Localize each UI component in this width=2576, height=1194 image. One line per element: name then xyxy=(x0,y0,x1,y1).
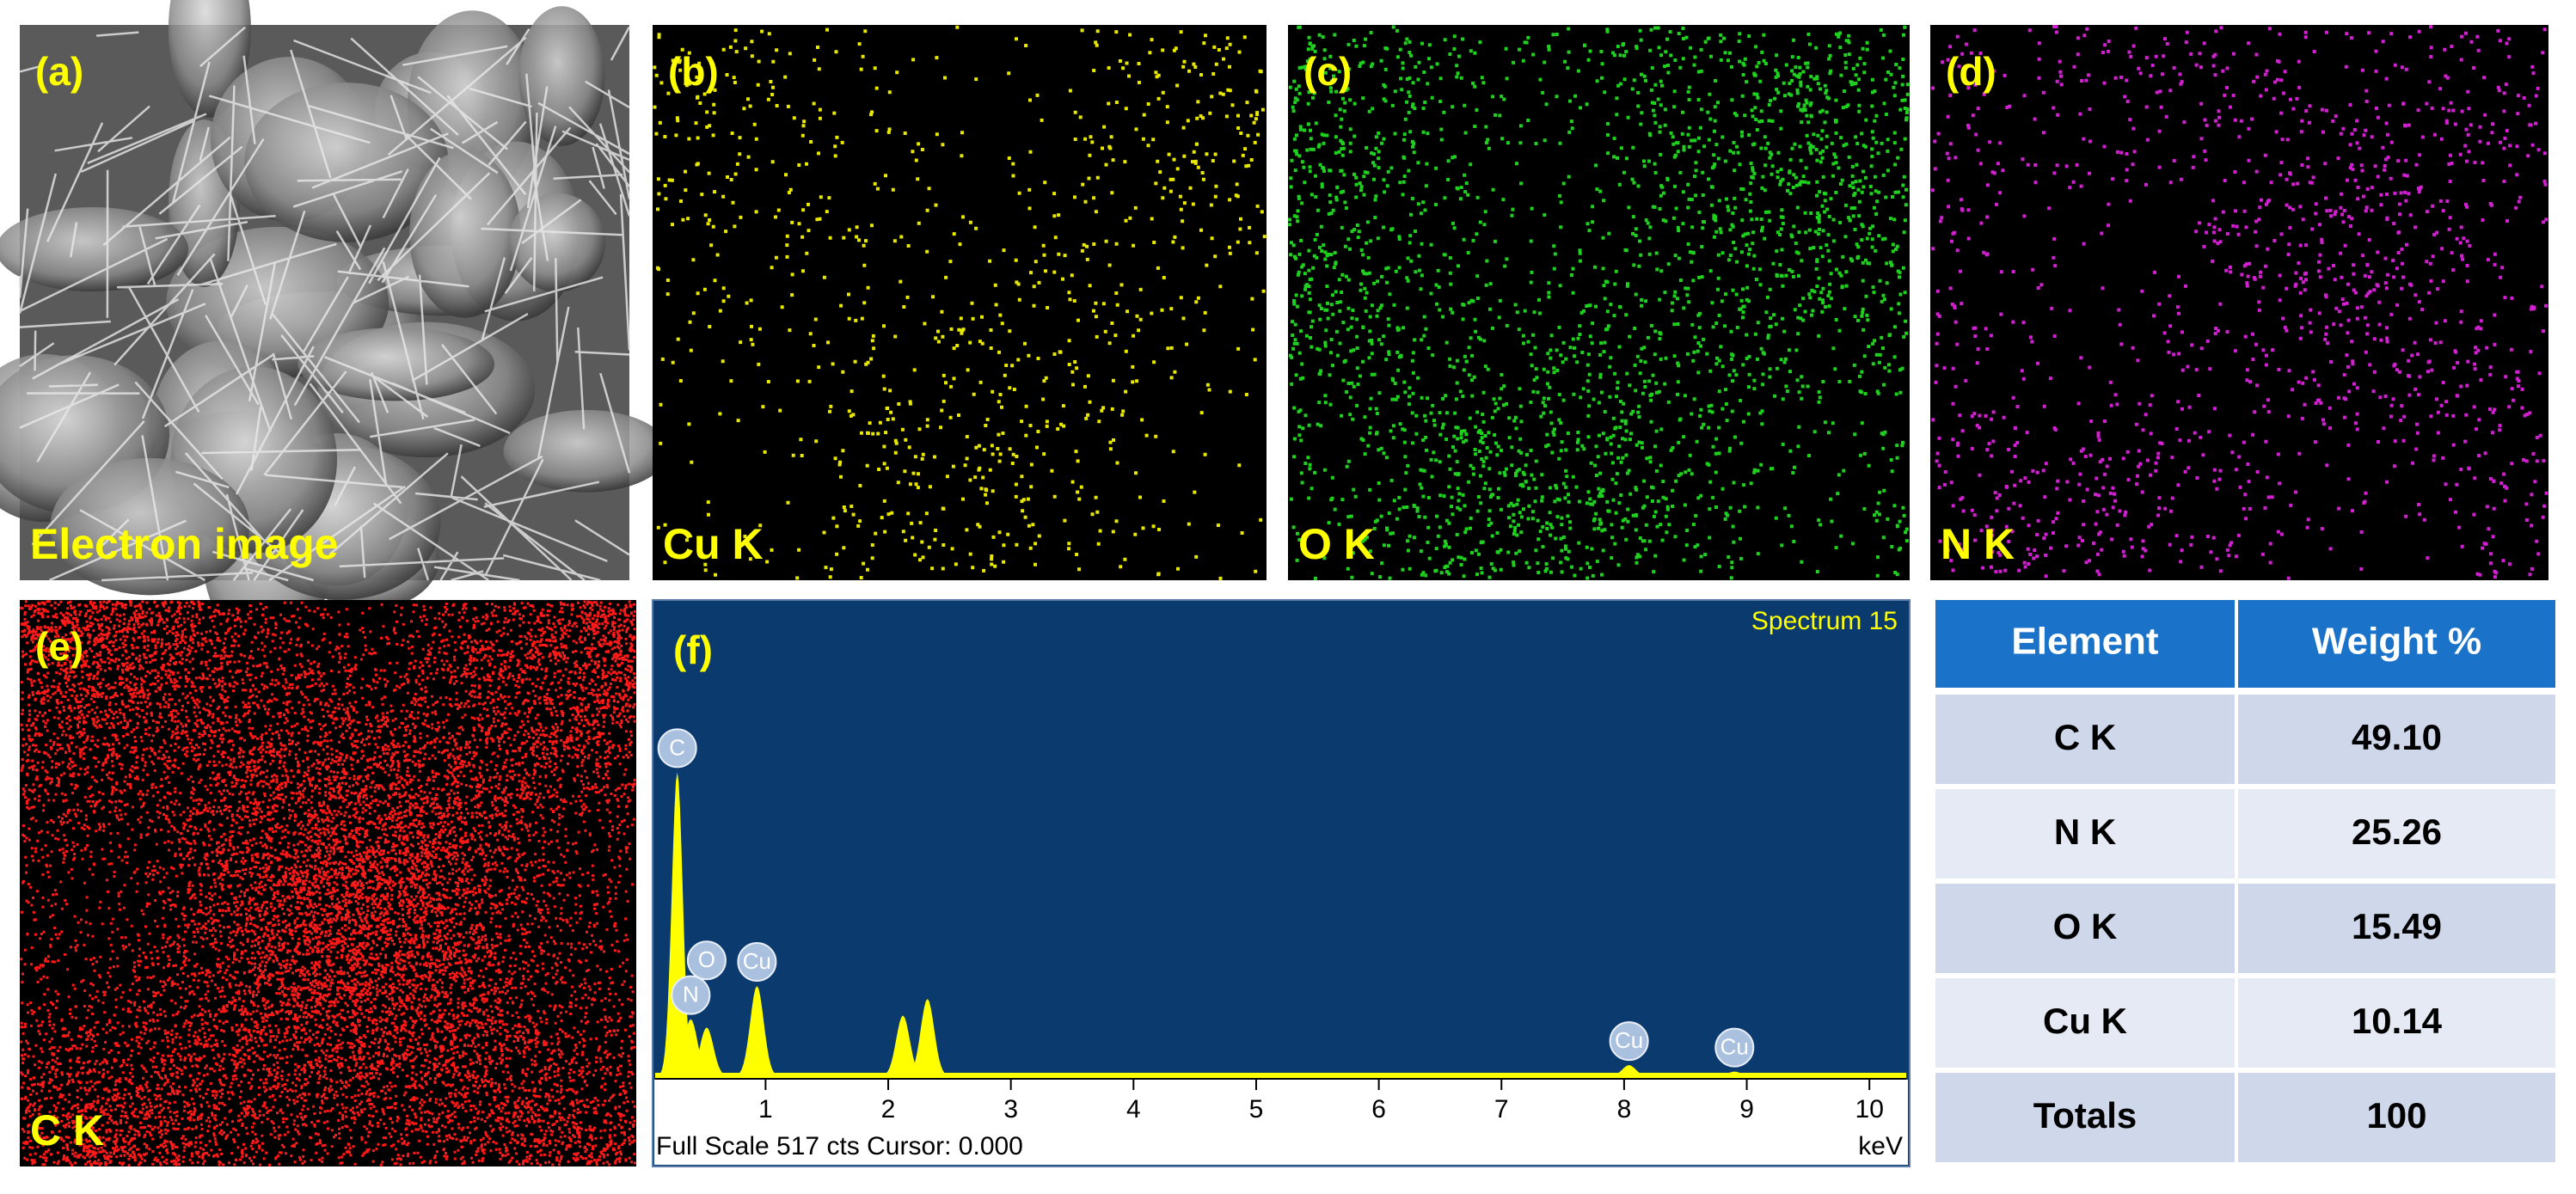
table-cell-text: 100 xyxy=(2366,1095,2426,1136)
table-header: Element xyxy=(2011,621,2159,663)
spectrum-peak xyxy=(664,1019,718,1076)
spectrum-peak xyxy=(900,999,955,1076)
table-header: Weight % xyxy=(2312,621,2481,663)
peak-label-badge xyxy=(1609,1021,1649,1062)
peak-label: O xyxy=(698,946,715,972)
map-label: Electron image xyxy=(30,520,338,568)
particle xyxy=(297,327,495,401)
peak-label: Cu xyxy=(1720,1034,1749,1060)
x-tick-label: 8 xyxy=(1617,1095,1632,1124)
table-cell xyxy=(1935,789,2235,879)
panel-letter: (c) xyxy=(1303,49,1352,94)
x-tick-label: 3 xyxy=(1003,1095,1018,1124)
x-tick-label: 10 xyxy=(1855,1095,1884,1124)
table-cell xyxy=(2238,1073,2555,1162)
peak-label-badge xyxy=(671,975,711,1015)
table-cell xyxy=(1935,884,2235,973)
table-cell xyxy=(1935,1073,2235,1162)
x-tick-label: 7 xyxy=(1494,1095,1509,1124)
spectrum-peak xyxy=(730,986,784,1076)
spectrum-peak xyxy=(1707,1071,1762,1076)
peak-label-badge xyxy=(686,940,727,981)
particle xyxy=(508,193,606,292)
particle xyxy=(50,457,250,596)
panel-letter: (b) xyxy=(668,49,719,94)
table-cell-text: 25.26 xyxy=(2352,811,2442,852)
peak-label: C xyxy=(669,734,685,760)
table-cell-text: O K xyxy=(2053,906,2118,946)
table-header-cell xyxy=(2238,600,2555,688)
table-cell xyxy=(1935,978,2235,1068)
particle xyxy=(244,83,449,242)
panel-letter: (d) xyxy=(1946,49,1996,94)
x-tick-label: 2 xyxy=(881,1095,896,1124)
spectrum-peak xyxy=(875,1015,930,1076)
table-cell-text: 10.14 xyxy=(2352,1001,2443,1041)
element-map-dots xyxy=(20,600,637,1166)
peak-label: N xyxy=(683,981,699,1007)
table-cell-text: C K xyxy=(2054,717,2116,757)
table-cell xyxy=(2238,789,2555,879)
axis-unit: keV xyxy=(1858,1132,1903,1160)
spectrum-background xyxy=(652,599,1911,1167)
map-label: O K xyxy=(1298,520,1375,568)
panel-background xyxy=(1930,25,2548,580)
map-label: C K xyxy=(30,1106,104,1154)
spectrum-peak xyxy=(679,1027,734,1076)
element-map-dots xyxy=(653,25,1267,580)
peak-label-badge xyxy=(737,941,777,982)
table-cell-text: Cu K xyxy=(2043,1001,2127,1041)
x-tick-label: 9 xyxy=(1739,1095,1754,1124)
x-tick-label: 5 xyxy=(1249,1095,1264,1124)
peak-label: Cu xyxy=(1615,1027,1643,1053)
baseline-noise xyxy=(655,1073,1906,1078)
spectrum-peak xyxy=(655,772,700,1076)
table-cell xyxy=(2238,884,2555,973)
table-cell-text: Totals xyxy=(2033,1095,2137,1136)
axis-strip xyxy=(654,1080,1908,1165)
x-tick-label: 1 xyxy=(758,1095,773,1124)
spectrum-footer: Full Scale 517 cts Cursor: 0.000 xyxy=(656,1132,1023,1160)
particle xyxy=(409,150,521,318)
table-cell-text: N K xyxy=(2054,811,2116,852)
panel-letter: (f) xyxy=(673,628,713,672)
table-header-cell xyxy=(1935,600,2235,688)
panel-letter: (e) xyxy=(35,624,83,669)
panel-letter: (a) xyxy=(35,49,83,94)
particle xyxy=(0,206,189,292)
table-cell-text: 15.49 xyxy=(2352,906,2442,946)
panel-background xyxy=(653,25,1267,580)
element-map-dots xyxy=(1930,25,2548,580)
table-cell xyxy=(1935,695,2235,784)
peak-label-badge xyxy=(657,728,697,768)
x-tick-label: 4 xyxy=(1126,1095,1141,1124)
table-cell xyxy=(2238,978,2555,1068)
map-label: N K xyxy=(1941,520,2015,568)
table-cell xyxy=(2238,695,2555,784)
x-tick-label: 6 xyxy=(1371,1095,1386,1124)
spectrum-peak xyxy=(1602,1065,1656,1076)
peak-label: Cu xyxy=(743,948,771,974)
map-label: Cu K xyxy=(663,520,764,568)
table-cell-text: 49.10 xyxy=(2352,717,2442,757)
particle xyxy=(503,409,669,493)
particle xyxy=(518,6,605,146)
peak-label-badge xyxy=(1714,1027,1755,1068)
spectrum-title: Spectrum 15 xyxy=(1751,607,1898,635)
fibers xyxy=(18,26,631,582)
